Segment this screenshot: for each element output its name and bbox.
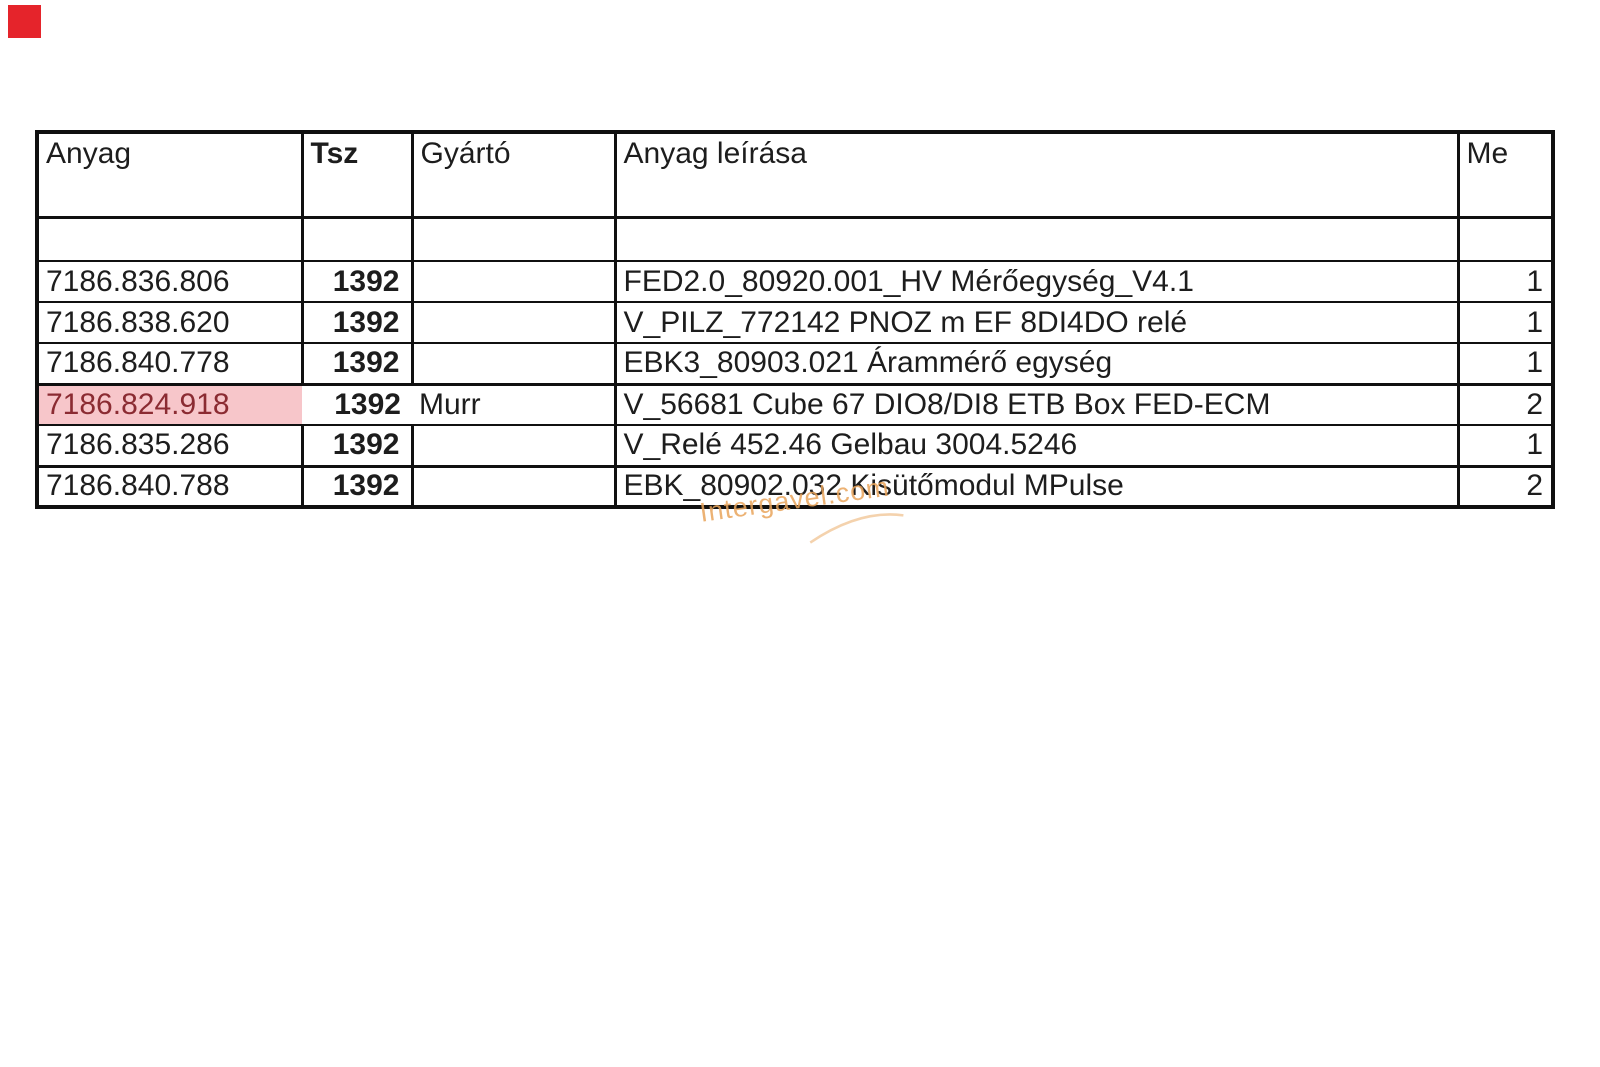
cell-gyarto [410,260,617,303]
cell-tsz [300,216,414,262]
table-row: 7186.840.788 1392 EBK_80902.032 Kisütőmodu… [35,465,1555,508]
cell-gyarto [410,424,617,468]
header-gyarto: Gyártó [410,131,617,219]
cell-anyag: 7186.824.918 [35,383,302,426]
header-anyag-leirasa: Anyag leírása [613,131,1460,219]
header-anyag: Anyag [35,131,304,219]
cell-leiras: FED2.0_80920.001_HV Mérőegység_V4.1 [613,260,1460,303]
red-marker-square [8,5,41,38]
cell-tsz: 1392 [300,424,414,468]
watermark-swoosh-icon [809,513,904,544]
spacer-row [35,216,1555,262]
cell-anyag: 7186.840.778 [35,342,304,386]
cell-me: 2 [1456,465,1555,508]
table-row: 7186.840.778 1392 EBK3_80903.021 Árammérő … [35,342,1555,386]
cell-me [1456,216,1555,262]
cell-tsz: 1392 [300,260,414,303]
table-row: 7186.824.918 1392 Murr V_56681 Cube 67 DIO8… [35,383,1555,426]
cell-tsz: 1392 [302,383,412,426]
cell-gyarto [410,301,617,344]
table-row: 7186.836.806 1392 FED2.0_80920.001_HV Mérő… [35,260,1555,303]
cell-me: 1 [1456,301,1555,344]
cell-gyarto [410,342,617,386]
table-row: 7186.838.620 1392 V_PILZ_772142 PNOZ m EF … [35,301,1555,344]
cell-leiras: EBK_80902.032 Kisütőmodul MPulse [613,465,1460,508]
cell-leiras: V_Relé 452.46 Gelbau 3004.5246 [613,424,1460,468]
parts-table: Anyag Tsz Gyártó Anyag leírása Me 7186.8… [35,130,1555,509]
table-row: 7186.835.286 1392 V_Relé 452.46 Gelbau 300… [35,424,1555,468]
cell-me: 1 [1456,260,1555,303]
cell-anyag: 7186.835.286 [35,424,304,468]
cell-anyag: 7186.840.788 [35,465,304,508]
cell-leiras: V_56681 Cube 67 DIO8/DI8 ETB Box FED-ECM [613,383,1460,426]
cell-gyarto: Murr [412,383,617,426]
cell-gyarto [410,465,617,508]
cell-leiras: V_PILZ_772142 PNOZ m EF 8DI4DO relé [613,301,1460,344]
cell-leiras [613,216,1460,262]
cell-leiras: EBK3_80903.021 Árammérő egység [613,342,1460,386]
cell-tsz: 1392 [300,301,414,344]
cell-gyarto [410,216,617,262]
cell-anyag [35,216,304,262]
header-tsz: Tsz [300,131,414,219]
cell-anyag: 7186.838.620 [35,301,304,344]
cell-me: 1 [1456,342,1555,386]
cell-tsz: 1392 [300,342,414,386]
header-row: Anyag Tsz Gyártó Anyag leírása Me [35,131,1555,219]
header-me: Me [1456,131,1555,219]
cell-me: 2 [1456,383,1555,426]
cell-tsz: 1392 [300,465,414,508]
cell-me: 1 [1456,424,1555,468]
cell-anyag: 7186.836.806 [35,260,304,303]
